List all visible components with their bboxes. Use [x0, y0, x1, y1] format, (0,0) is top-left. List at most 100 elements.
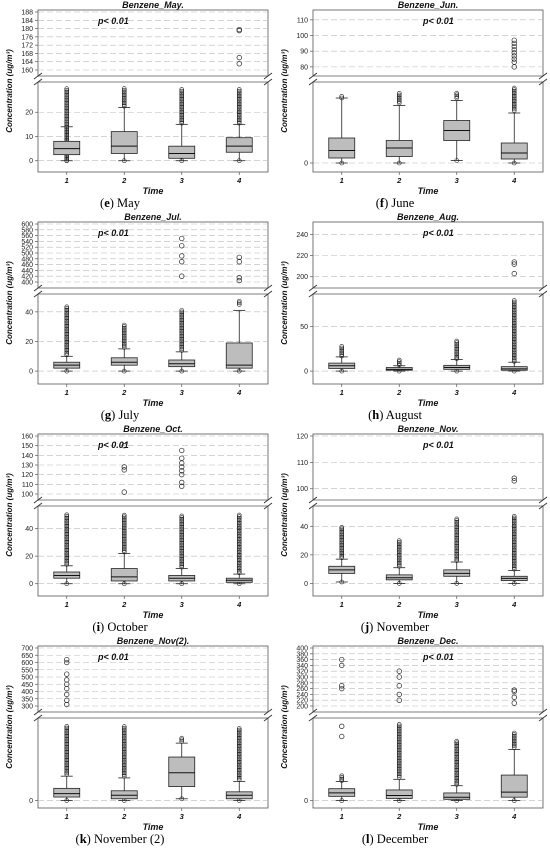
outlier-point [64, 725, 70, 731]
outlier-point [511, 733, 517, 739]
outlier-point [511, 95, 517, 100]
caption-text: October [107, 620, 148, 634]
y-tick-label: 240 [296, 692, 308, 699]
outlier-point [454, 537, 460, 543]
box-1 [328, 525, 356, 585]
outlier-point [179, 330, 185, 336]
outlier-point [396, 359, 402, 364]
outlier-point [121, 524, 127, 529]
outlier-point [179, 520, 185, 525]
outlier-point [454, 774, 460, 779]
extreme-outlier [236, 275, 242, 281]
y-tick-label: 500 [21, 675, 33, 682]
outlier-point [179, 90, 185, 96]
x-tick-label: 4 [511, 600, 517, 609]
box-2 [110, 322, 138, 374]
outlier-point [179, 320, 185, 326]
outlier-point [396, 541, 402, 547]
outlier-point [339, 579, 345, 585]
outlier-point [64, 304, 70, 310]
gridlines [38, 647, 268, 801]
y-tick-label: 440 [21, 268, 33, 275]
y-tick-label: 220 [296, 253, 308, 260]
y-ticks: 200 220 240 0 50 [296, 232, 313, 376]
caption-text: June [391, 196, 415, 210]
outlier-point [511, 352, 517, 358]
gridlines [313, 647, 543, 801]
outlier-point [121, 546, 127, 552]
outlier-point [64, 318, 70, 324]
axis-break-mark [263, 290, 273, 298]
box-1 [328, 94, 356, 166]
gridlines [38, 223, 268, 372]
outlier-point [179, 518, 185, 524]
outlier-point [511, 301, 517, 307]
outlier-point [121, 729, 127, 734]
outlier-point [121, 761, 127, 766]
outlier-point [511, 319, 517, 324]
outlier-point [396, 563, 402, 569]
outlier-point [121, 740, 127, 745]
outlier-point [511, 298, 517, 303]
outlier-point [339, 368, 345, 374]
outlier-point [64, 738, 70, 744]
outlier-point [511, 741, 517, 747]
outlier-point [236, 777, 242, 782]
iqr-box [500, 774, 528, 798]
outlier-point [339, 352, 345, 357]
extreme-outlier [511, 50, 517, 56]
outlier-point [454, 531, 460, 536]
outlier-point [511, 335, 517, 340]
outlier-point [64, 798, 70, 803]
outlier-point [511, 514, 517, 519]
y-tick-label: 110 [22, 482, 33, 489]
outlier-point [64, 89, 70, 95]
y-tick-label: 164 [21, 59, 33, 66]
extreme-outlier [511, 56, 517, 62]
outlier-point [454, 527, 460, 533]
axis-break-mark [308, 708, 318, 716]
outlier-point [179, 513, 185, 519]
outlier-point [64, 756, 70, 761]
outlier-point [179, 100, 185, 105]
box-2 [110, 86, 138, 164]
outlier-point [511, 544, 517, 550]
x-tick-label: 3 [455, 600, 460, 609]
outlier-point [511, 560, 517, 566]
outlier-cluster [121, 512, 127, 587]
outlier-point [121, 325, 127, 331]
plot-frame [37, 433, 269, 597]
y-ticks: 80 90 100 110 0 [296, 17, 313, 168]
extreme-outlier [64, 671, 70, 677]
outlier-point [511, 555, 517, 561]
outlier-point [511, 323, 517, 329]
gridlines [313, 435, 543, 584]
extreme-outlier [511, 53, 517, 59]
outlier-point [179, 109, 185, 115]
caption-text: July [118, 408, 140, 422]
y-tick-label: 40 [300, 524, 308, 531]
outlier-point [511, 315, 517, 321]
outlier-point [64, 326, 70, 332]
y-tick-label: 0 [304, 161, 308, 168]
axis-break-mark [263, 502, 273, 510]
outlier-point [236, 93, 242, 99]
outlier-point [179, 558, 185, 564]
outlier-point [511, 738, 517, 744]
y-tick-label: 150 [21, 443, 33, 450]
outlier-point [454, 524, 460, 530]
outlier-point [121, 333, 127, 339]
outlier-point [511, 160, 517, 166]
outlier-cluster [511, 298, 517, 374]
outlier-point [64, 341, 70, 346]
y-tick-label: 140 [21, 453, 33, 460]
outlier-point [511, 336, 517, 342]
axis-break-mark [33, 72, 43, 80]
outlier-point [236, 554, 242, 559]
outlier-point [179, 348, 185, 353]
outlier-point [396, 733, 402, 738]
outlier-point [396, 160, 402, 166]
outlier-point [236, 727, 242, 733]
x-tick-label: 1 [65, 600, 69, 609]
outlier-cluster [121, 86, 127, 164]
